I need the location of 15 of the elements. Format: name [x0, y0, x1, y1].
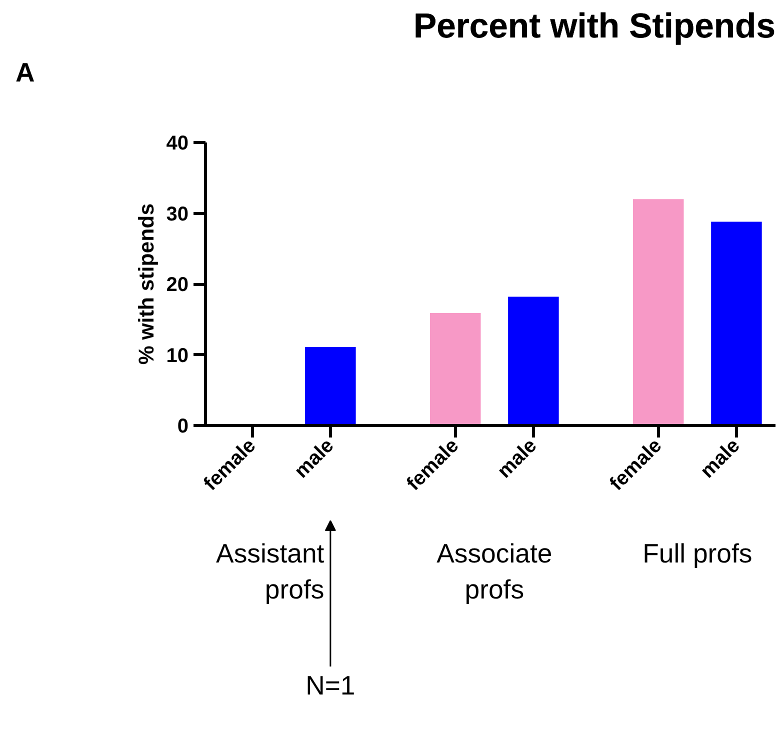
bar	[711, 222, 762, 426]
y-tick-label: 30	[166, 203, 189, 226]
y-tick-label: 20	[166, 274, 189, 296]
text: Full profs	[642, 538, 752, 568]
bar	[305, 346, 356, 426]
text: N=1	[306, 670, 356, 700]
y-tick-label: 10	[166, 344, 189, 367]
text: Assistant profs	[216, 538, 325, 604]
y-tick-label: 40	[166, 132, 189, 154]
bar	[508, 296, 559, 426]
text: Associate profs	[436, 538, 552, 604]
y-axis-title: % with stipends	[134, 203, 158, 365]
y-tick-label: 0	[177, 416, 188, 438]
chart-title: Percent with Stipends	[413, 8, 776, 46]
text: A	[16, 58, 35, 88]
